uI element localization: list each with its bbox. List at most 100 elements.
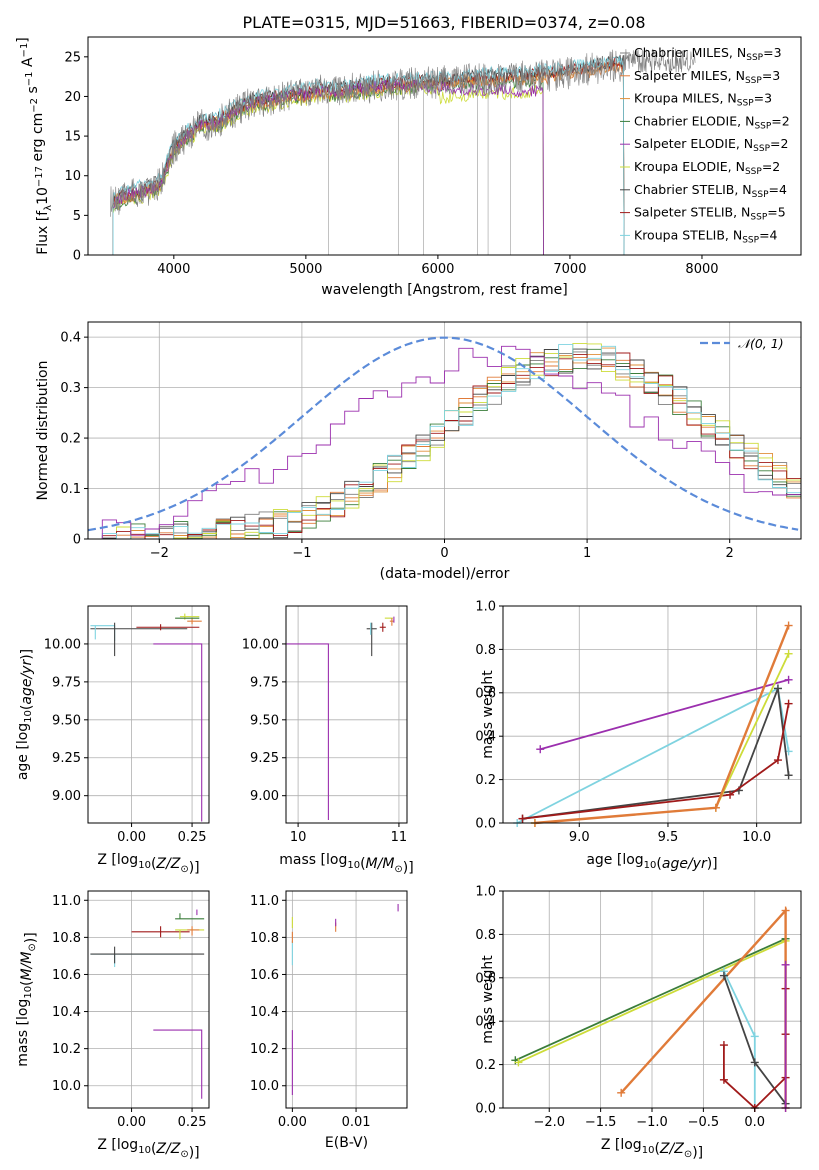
x-tick-label: −1.5 [585, 1115, 617, 1130]
x-axis-label-part: ( [151, 856, 156, 872]
y-axis-label-part: 10 [35, 187, 51, 205]
y-axis-label-part: ] [15, 37, 31, 42]
legend-sub: SSP [750, 213, 767, 223]
y-axis-label: Flux [fλ10−17 erg cm−2 s−1 A−1] [15, 37, 54, 255]
legend-count: =3 [762, 68, 780, 83]
y-tick-label: 20 [64, 90, 81, 105]
x-tick-label: −2.0 [533, 1115, 565, 1130]
legend-entry: Chabrier MILES, NSSP=3 [634, 45, 782, 63]
y-tick-label: 10.2 [250, 1042, 279, 1057]
y-axis-label-part: 10 [23, 986, 34, 999]
x-tick-label: 9.5 [658, 830, 679, 845]
y-tick-label: 10 [64, 169, 81, 184]
x-tick-label: 0.25 [178, 830, 207, 845]
legend-entry: 𝒩(0, 1) [738, 336, 784, 351]
x-axis-label: (data-model)/error [380, 566, 510, 582]
error-bracket [153, 643, 203, 822]
y-tick-label: 10.6 [52, 968, 81, 983]
y-tick-label: 1.0 [475, 885, 496, 900]
y-tick-label: 0.6 [475, 971, 496, 986]
legend-count: =2 [771, 113, 789, 128]
y-tick-label: 9.25 [250, 751, 279, 766]
legend-entry: Chabrier STELIB, NSSP=4 [634, 182, 787, 200]
x-tick-label: 10.0 [742, 830, 771, 845]
y-tick-label: 1.0 [475, 600, 496, 615]
y-tick-label: 0.1 [60, 482, 81, 497]
x-axis-label-part: 10 [138, 1145, 151, 1156]
legend-sub: SSP [753, 144, 770, 154]
y-axis-label-part: )] [23, 932, 39, 943]
x-tick-label: 8000 [685, 262, 718, 277]
x-tick-label: 10 [290, 830, 307, 845]
weight-series-line [723, 970, 756, 1108]
x-axis-label-part: 10 [138, 860, 151, 871]
y-tick-label: 0.2 [475, 1058, 496, 1073]
legend-name: Salpeter STELIB, N [634, 205, 750, 220]
x-axis-label-part: 10 [347, 860, 360, 871]
x-axis-label-part: Z/Z [659, 1141, 684, 1157]
x-axis-label-part: age [log [586, 852, 643, 868]
y-axis-label-part: λ [43, 205, 54, 211]
legend-name: Kroupa MILES, N [634, 91, 737, 106]
weight-series-line [522, 703, 790, 820]
legend-count: =2 [770, 136, 788, 151]
plot-frame [285, 605, 408, 824]
plot-frame [87, 605, 210, 824]
legend-count: =3 [754, 91, 772, 106]
legend-sub: SSP [737, 99, 754, 109]
y-axis-label-part: ⊙ [27, 943, 38, 951]
legend-count: =4 [759, 227, 777, 242]
y-tick-label: 10.00 [44, 637, 81, 652]
legend-sub: SSP [745, 76, 762, 86]
y-tick-label: 10.8 [250, 931, 279, 946]
x-axis-label-part: ⊙ [180, 1149, 188, 1160]
legend-entry: Salpeter MILES, NSSP=3 [634, 68, 780, 86]
weight-vs-metallicity-plot: −2.0 −1.5 −1.0 −0.5 0.0 0.0 0.2 0.4 0.6 0.8 1.0 Z [… [475, 885, 802, 1161]
x-tick-label: 0.00 [278, 1115, 307, 1130]
y-tick-label: 10.6 [250, 968, 279, 983]
x-axis-label-part: ⊙ [180, 864, 188, 875]
histogram-series [88, 352, 801, 540]
y-axis-label: age [log10(age/yr)] [15, 649, 35, 780]
y-tick-label: 0.0 [475, 1102, 496, 1117]
x-axis-label-part: 10 [644, 860, 657, 871]
y-tick-label: 25 [64, 50, 81, 65]
x-axis-label-part: ⊙ [684, 1149, 692, 1160]
error-bracket [153, 1029, 203, 1099]
x-axis-label: Z [log10(Z/Z⊙)] [97, 1137, 199, 1161]
legend-name: Kroupa STELIB, N [634, 227, 742, 242]
y-tick-label: 9.75 [52, 675, 81, 690]
y-tick-label: 11.0 [52, 894, 81, 909]
legend-sub: SSP [754, 121, 771, 131]
y-tick-label: 9.00 [52, 789, 81, 804]
x-tick-label: 6000 [421, 262, 454, 277]
y-axis-label: mass weight [480, 955, 496, 1044]
y-tick-label: 0.3 [60, 381, 81, 396]
x-tick-label: 0.25 [178, 1115, 207, 1130]
legend-entry: Chabrier ELODIE, NSSP=2 [634, 113, 790, 131]
legend-sub: SSP [745, 167, 762, 177]
x-axis-label: Z [log10(Z/Z⊙)] [97, 852, 199, 876]
y-axis-label-part: ( [19, 705, 35, 710]
y-tick-label: 0.6 [475, 686, 496, 701]
y-axis-label-part: M/M [19, 952, 35, 981]
legend-entry: Salpeter ELODIE, NSSP=2 [634, 136, 788, 154]
x-axis-label-part: )] [189, 860, 200, 876]
y-tick-label: 0.8 [475, 928, 496, 943]
legend-entry: Salpeter STELIB, NSSP=5 [634, 205, 786, 223]
x-axis-label-part: Z/Z [155, 1141, 180, 1157]
legend-sub: SSP [746, 53, 763, 63]
x-axis-label-part: )] [707, 856, 718, 872]
y-axis-label-part: A [20, 57, 36, 71]
x-axis-label-part: age/yr [662, 856, 708, 872]
legend-entry: Kroupa ELODIE, NSSP=2 [634, 159, 780, 177]
x-axis-label: Z [log10(Z/Z⊙)] [601, 1137, 703, 1161]
plot-frame [87, 890, 210, 1109]
x-axis-label-part: Z [log [97, 852, 138, 868]
y-tick-label: 0.0 [475, 817, 496, 832]
x-axis-label-part: ( [654, 1141, 659, 1157]
x-tick-label: 2 [726, 546, 734, 561]
y-tick-label: 10.0 [52, 1079, 81, 1094]
